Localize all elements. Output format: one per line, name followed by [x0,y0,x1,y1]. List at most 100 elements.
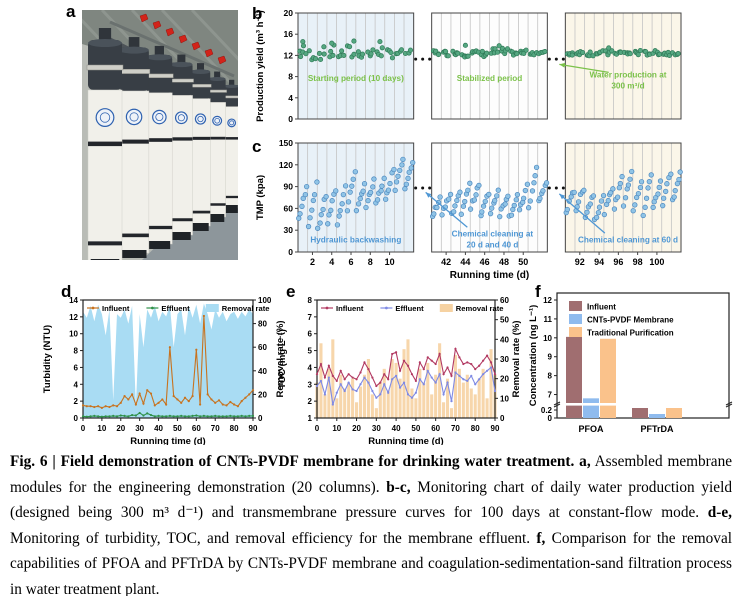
svg-text:8: 8 [548,372,553,381]
production-yield-chart: 0 4 8 12 16 20 Production yield (m³ h⁻¹) Starti… [255,8,682,124]
svg-text:TMP (kpa): TMP (kpa) [255,175,266,220]
membrane-modules-photo [70,8,262,267]
panel-label-b: b [252,4,263,23]
svg-text:14: 14 [69,296,78,305]
figure-caption: Fig. 6 | Field demonstration of CNTs-PVD… [10,449,732,596]
svg-text:0: 0 [74,414,79,423]
svg-text:20 d and 40 d: 20 d and 40 d [466,241,518,250]
svg-text:5: 5 [308,347,313,356]
svg-text:0.2: 0.2 [541,406,553,415]
svg-text:10: 10 [500,394,509,403]
svg-text:Effluent: Effluent [395,304,424,313]
svg-text:150: 150 [279,138,293,148]
svg-text:Hydraulic backwashing: Hydraulic backwashing [310,236,401,245]
svg-text:0: 0 [81,424,86,433]
svg-text:TOC (mg L⁻¹): TOC (mg L⁻¹) [277,329,288,389]
svg-text:4: 4 [308,363,313,372]
caption-segment: Fig. 6 | Field demonstration of CNTs-PVD… [10,453,580,470]
svg-text:Chemical cleaning at 60 d: Chemical cleaning at 60 d [578,236,678,245]
svg-text:80: 80 [258,320,267,329]
panel-e-chart: 1 2 3 4 5 6 7 8 0 10 20 30 40 50 60 0 10 20 30 40 50 60 70 80 90… [273,280,525,450]
svg-text:80: 80 [230,424,239,433]
svg-text:0: 0 [288,114,293,124]
svg-text:8: 8 [368,257,373,267]
svg-text:0: 0 [288,247,293,257]
svg-text:6: 6 [74,363,79,372]
svg-text:20: 20 [352,424,361,433]
svg-text:2: 2 [308,397,313,406]
caption-segment: Assembled membrane modules for the engin… [10,453,733,496]
svg-text:Starting period (10 days): Starting period (10 days) [308,74,404,83]
svg-text:46: 46 [480,257,490,267]
caption-segment: a, [579,453,591,470]
panel-c-chart: 2 4 6 8 10 42 44 46 48 50 92 94 96 98 100 0 30 60 90 120 150… [250,135,740,285]
svg-text:10: 10 [69,330,78,339]
panel-label-d: d [61,282,72,301]
svg-text:98: 98 [633,257,643,267]
svg-text:70: 70 [211,424,220,433]
svg-text:20: 20 [284,8,294,18]
svg-text:Influent: Influent [336,304,364,313]
caption-segment: Monitoring of turbidity, TOC, and remova… [10,529,537,547]
svg-text:20: 20 [258,390,267,399]
panel-label-f: f [535,282,541,301]
panel-label-e: e [286,282,296,301]
caption-segment: d-e, [707,504,732,521]
svg-text:48: 48 [499,257,509,267]
svg-text:30: 30 [372,424,381,433]
caption-segment: f, [536,529,546,547]
svg-text:50: 50 [518,257,528,267]
svg-text:7: 7 [308,313,313,322]
svg-text:0: 0 [500,414,505,423]
svg-text:2: 2 [74,397,79,406]
panel-d-chart: 0 2 4 6 8 10 12 14 0 20 40 60 80 100 0 10 20 30 40 50 60 70 80… [38,280,290,450]
svg-text:9: 9 [548,353,553,362]
svg-text:80: 80 [471,424,480,433]
svg-text:90: 90 [491,424,500,433]
svg-text:60: 60 [258,343,267,352]
svg-text:Running time (d): Running time (d) [130,436,205,445]
svg-text:Traditional Purification: Traditional Purification [587,329,674,338]
svg-text:Concentration (ng L⁻¹): Concentration (ng L⁻¹) [528,305,539,407]
svg-text:PFTrDA: PFTrDA [640,424,674,434]
svg-text:100: 100 [258,296,272,305]
svg-text:11: 11 [544,315,553,324]
svg-text:8: 8 [288,72,293,82]
svg-text:42: 42 [441,257,451,267]
svg-text:1: 1 [308,414,313,423]
svg-text:Influent: Influent [102,304,130,313]
svg-text:300 m³/d: 300 m³/d [611,82,644,91]
panel-a-photo [70,8,262,267]
svg-text:40: 40 [392,424,401,433]
svg-text:10: 10 [543,334,552,343]
caption-segment: Comparison for the removal capabilities … [10,529,732,596]
svg-text:30: 30 [135,424,144,433]
svg-text:60: 60 [284,203,294,213]
svg-text:90: 90 [249,424,258,433]
svg-text:40: 40 [258,367,267,376]
svg-text:3: 3 [308,380,313,389]
svg-text:0: 0 [258,414,263,423]
svg-text:Running time (d): Running time (d) [450,270,529,280]
svg-text:50: 50 [500,316,509,325]
svg-text:120: 120 [279,160,293,170]
svg-text:50: 50 [173,424,182,433]
svg-text:6: 6 [349,257,354,267]
svg-text:Turbidity (NTU): Turbidity (NTU) [42,325,53,393]
svg-text:50: 50 [411,424,420,433]
svg-text:12: 12 [284,50,294,60]
caption-segment: b-c, [386,478,411,496]
svg-text:Removal rate (%): Removal rate (%) [511,320,522,397]
svg-text:8: 8 [308,296,313,305]
panel-f-chart: 0 0.2 7 8 9 10 11 12 PFOA PFTrDA Concentration (ng… [525,280,740,450]
svg-text:Running time (d): Running time (d) [368,436,443,445]
svg-text:20: 20 [500,375,509,384]
svg-text:Chemical cleaning at: Chemical cleaning at [452,230,534,239]
svg-text:PFOA: PFOA [578,424,604,434]
svg-text:60: 60 [500,296,509,305]
svg-text:8: 8 [74,347,79,356]
turbidity-chart: 0 2 4 6 8 10 12 14 0 20 40 60 80 100 0 10 20 30 40 50 60 70 80… [42,296,286,447]
svg-text:60: 60 [431,424,440,433]
